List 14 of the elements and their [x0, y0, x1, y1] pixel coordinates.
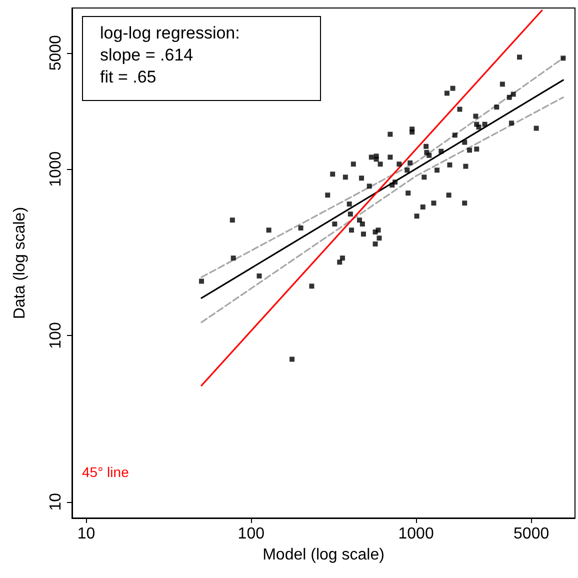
x-tick-label: 1000 — [398, 526, 434, 542]
x-tick-label: 10 — [77, 526, 96, 542]
x-tick-label: 100 — [238, 526, 265, 542]
y-axis-title: Data (log scale) — [12, 206, 28, 320]
x-tick-label: 5000 — [514, 526, 550, 542]
y-tick-label: 1000 — [48, 151, 64, 187]
y-tick-label: 10 — [48, 492, 64, 511]
x-axis-title: Model (log scale) — [262, 546, 384, 564]
text: 45° line — [82, 464, 130, 480]
annotation: fit = .65 — [100, 68, 156, 86]
y-tick-label: 100 — [48, 322, 64, 349]
annotation: log-log regression: — [100, 24, 240, 42]
y-tick-label: 5000 — [48, 34, 64, 71]
annotation: slope = .614 — [100, 46, 194, 64]
